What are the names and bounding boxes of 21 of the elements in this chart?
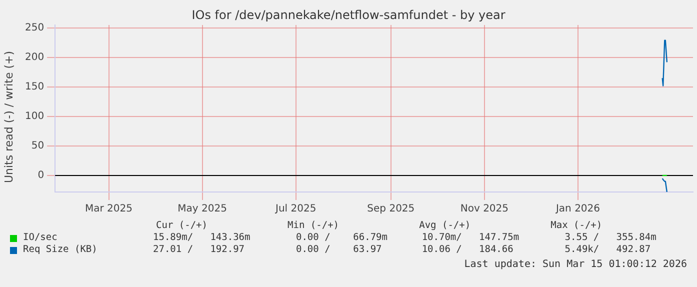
x-tick-label: Jan 2026: [554, 204, 600, 215]
x-tick-label: Jul 2025: [274, 204, 316, 215]
text: 27.01 / 192.97 0.00 / 63.97 10.06 / 184.66 5.49k/ 492.87: [153, 244, 651, 256]
y-tick-label: 100: [24, 111, 44, 122]
chart-title: IOs for /dev/pannekake/netflow-samfundet - by year: [190, 8, 506, 22]
y-tick-label: 200: [24, 52, 44, 64]
y-axis-title: Units read (-) / write (+): [2, 50, 16, 183]
y-tick-label: 250: [24, 22, 44, 34]
x-tick-label: Sep 2025: [367, 204, 415, 215]
y-tick-label: 50: [31, 140, 44, 152]
legend-label: Req Size (KB): [23, 244, 98, 256]
x-tick-label: Nov 2025: [460, 204, 509, 215]
y-tick-label: 0: [38, 170, 44, 182]
text: Cur (-/+) Min (-/+) Avg (-/+) Max (-/+): [155, 220, 604, 232]
text: Last update: Sun Mar 15 01:00:12 2026: [464, 259, 687, 270]
legend-label: IO/sec: [23, 232, 58, 244]
y-tick-label: 150: [24, 82, 44, 93]
x-tick-label: Mar 2025: [85, 204, 133, 215]
line-series: [662, 178, 668, 192]
text: 15.89m/ 143.36m 0.00 / 66.79m 10.70m/ 147.75m 3.55 / 355.84m: [153, 232, 656, 244]
x-tick-label: May 2025: [178, 204, 227, 215]
